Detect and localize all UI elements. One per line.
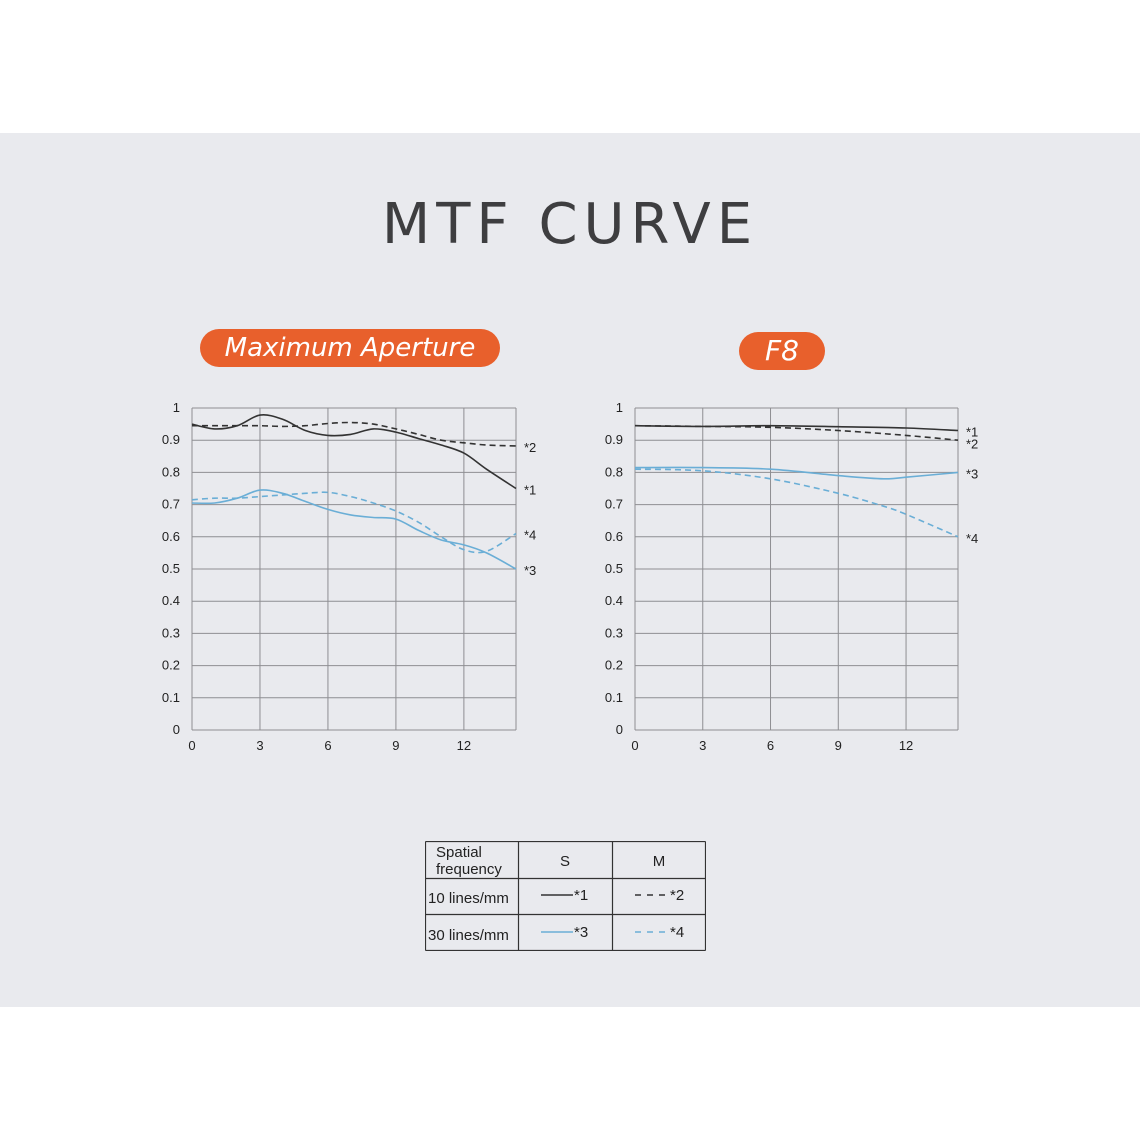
legend-header-s: S [560,853,570,870]
mtf-chart-maximum-aperture: 0 0.1 0.2 0.3 0.4 0.5 0.6 0.7 0.8 0.9 1 0 3 6 9 12 *2 *1 *… [162,400,536,753]
series-line-curve-1 [191,414,517,490]
y-tick-label: 0.2 [162,658,180,673]
legend-table-grid [425,841,706,951]
x-tick-label: 3 [699,738,706,753]
x-tick-label: 12 [457,738,471,753]
y-tick-label: 0.6 [162,529,180,544]
y-tick-label: 0.4 [162,593,180,608]
x-tick-label: 0 [631,738,638,753]
legend-m-30-label: *4 [670,924,684,941]
x-tick-label: 0 [188,738,195,753]
legend-header-m: M [653,853,666,870]
y-tick-label: 1 [173,400,180,415]
legend-table: Spatial frequency S M 10 lines/mm 30 lin… [425,841,706,951]
page-title: MTF CURVE [381,192,759,257]
y-tick-label: 0.3 [162,625,180,640]
y-tick-label: 0.3 [605,625,623,640]
y-tick-label: 0.1 [605,690,623,705]
series-line-curve-4 [634,468,959,538]
series-end-label: *3 [524,563,536,578]
y-tick-label: 0.7 [162,497,180,512]
legend-row-label-10: 10 lines/mm [428,890,509,907]
y-tick-label: 0.8 [605,464,623,479]
series-line-curve-4 [191,491,517,554]
y-tick-label: 0.8 [162,464,180,479]
content-panel [0,133,1140,1007]
mtf-chart-f8: 0 0.1 0.2 0.3 0.4 0.5 0.6 0.7 0.8 0.9 1 0 3 6 9 12 *1*2 *… [605,400,978,753]
y-tick-label: 0 [173,722,180,737]
series-line-curve-2 [192,421,517,447]
legend-s-10-label: *1 [574,887,588,904]
y-tick-label: 0.1 [162,690,180,705]
series-line-curve-2 [634,424,959,441]
series-end-label: *1 [524,483,536,498]
y-tick-label: 0 [616,722,623,737]
y-tick-label: 1 [616,400,623,415]
y-tick-label: 0.5 [605,561,623,576]
series-end-label: *2 [966,437,978,452]
series-end-label: *4 [524,528,536,543]
series-end-label: *1 [966,425,978,440]
chart-label-maximum-aperture: Maximum Aperture [200,329,500,367]
series-line-curve-3 [634,466,959,480]
series-end-label: *4 [966,531,978,546]
legend-header-spatial-line1: Spatial [436,844,482,861]
series-end-label: *2 [524,440,536,455]
y-tick-label: 0.9 [605,432,623,447]
legend-header-spatial-line2: frequency [436,861,502,878]
x-tick-label: 12 [899,738,913,753]
y-tick-label: 0.5 [162,561,180,576]
series-line-curve-1 [634,424,959,432]
y-tick-label: 0.6 [605,529,623,544]
x-tick-label: 6 [324,738,331,753]
x-tick-label: 9 [835,738,842,753]
chart-label-f8: F8 [739,332,825,370]
y-tick-label: 0.2 [605,658,623,673]
x-tick-label: 3 [256,738,263,753]
y-tick-label: 0.9 [162,432,180,447]
y-tick-label: 0.4 [605,593,623,608]
series-end-label: *3 [966,466,978,481]
legend-row-label-30: 30 lines/mm [428,927,509,944]
legend-m-10-label: *2 [670,887,684,904]
x-tick-label: 6 [767,738,774,753]
legend-s-30-label: *3 [574,924,588,941]
series-line-curve-3 [191,489,517,570]
y-tick-label: 0.7 [605,497,623,512]
x-tick-label: 9 [392,738,399,753]
